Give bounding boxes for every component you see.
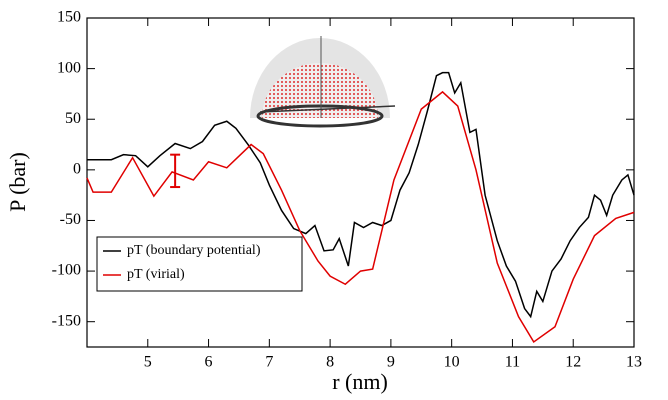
y-tick-label: 100 xyxy=(57,59,81,76)
legend-label: pT (boundary potential) xyxy=(127,243,261,258)
y-axis-label: P (bar) xyxy=(5,152,30,212)
y-tick-label: 0 xyxy=(73,161,81,178)
y-tick-label: 150 xyxy=(57,9,81,26)
x-tick-label: 9 xyxy=(387,354,395,371)
series-line xyxy=(86,90,635,344)
x-tick-label: 6 xyxy=(205,354,213,371)
x-tick-label: 5 xyxy=(144,354,152,371)
legend-box xyxy=(96,236,303,292)
inset-image xyxy=(250,36,396,128)
plot-frame xyxy=(86,17,635,348)
x-axis-label: r (nm) xyxy=(332,369,388,394)
x-tick-label: 8 xyxy=(326,354,334,371)
y-tick-label: -100 xyxy=(52,262,81,279)
y-tick-label: -150 xyxy=(52,312,81,329)
series-line xyxy=(87,71,635,319)
legend-label: pT (virial) xyxy=(127,267,185,282)
x-tick-label: 12 xyxy=(565,354,581,371)
x-tick-label: 7 xyxy=(265,354,273,371)
x-tick-label: 13 xyxy=(626,354,642,371)
y-tick-label: 50 xyxy=(65,110,81,127)
x-tick-label: 11 xyxy=(505,354,520,371)
x-tick-label: 10 xyxy=(444,354,460,371)
y-tick-label: -50 xyxy=(60,211,81,228)
